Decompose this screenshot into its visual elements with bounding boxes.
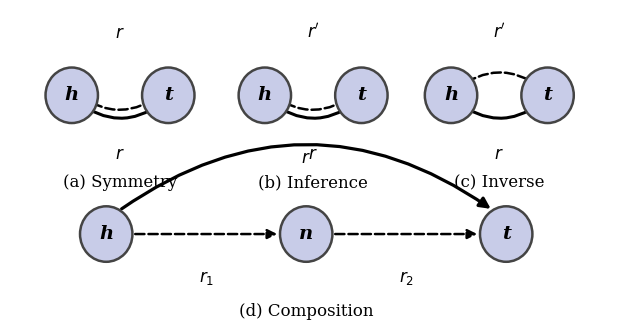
Ellipse shape xyxy=(45,67,98,123)
Text: t: t xyxy=(164,86,173,104)
Text: $r$: $r$ xyxy=(115,146,125,163)
Text: t: t xyxy=(502,225,511,243)
Text: (c) Inverse: (c) Inverse xyxy=(454,174,545,191)
Text: h: h xyxy=(258,86,272,104)
Ellipse shape xyxy=(239,67,291,123)
Text: $r'$: $r'$ xyxy=(493,22,506,42)
Ellipse shape xyxy=(80,206,132,262)
Text: t: t xyxy=(357,86,366,104)
Text: h: h xyxy=(99,225,113,243)
Text: h: h xyxy=(65,86,79,104)
Text: $r$: $r$ xyxy=(308,146,318,163)
Text: $r_2$: $r_2$ xyxy=(399,269,413,287)
Ellipse shape xyxy=(142,67,195,123)
Ellipse shape xyxy=(480,206,532,262)
Text: $r_1$: $r_1$ xyxy=(198,269,214,287)
Ellipse shape xyxy=(522,67,574,123)
Text: (d) Composition: (d) Composition xyxy=(239,304,374,320)
Text: $r$: $r$ xyxy=(301,150,311,168)
Text: $r$: $r$ xyxy=(115,25,125,42)
Text: (b) Inference: (b) Inference xyxy=(258,174,368,191)
Text: h: h xyxy=(444,86,458,104)
Ellipse shape xyxy=(280,206,332,262)
Text: (a) Symmetry: (a) Symmetry xyxy=(63,174,177,191)
Text: $r'$: $r'$ xyxy=(307,22,319,42)
Ellipse shape xyxy=(335,67,388,123)
Text: $r$: $r$ xyxy=(495,146,504,163)
Ellipse shape xyxy=(425,67,477,123)
Text: t: t xyxy=(543,86,552,104)
Text: n: n xyxy=(299,225,313,243)
